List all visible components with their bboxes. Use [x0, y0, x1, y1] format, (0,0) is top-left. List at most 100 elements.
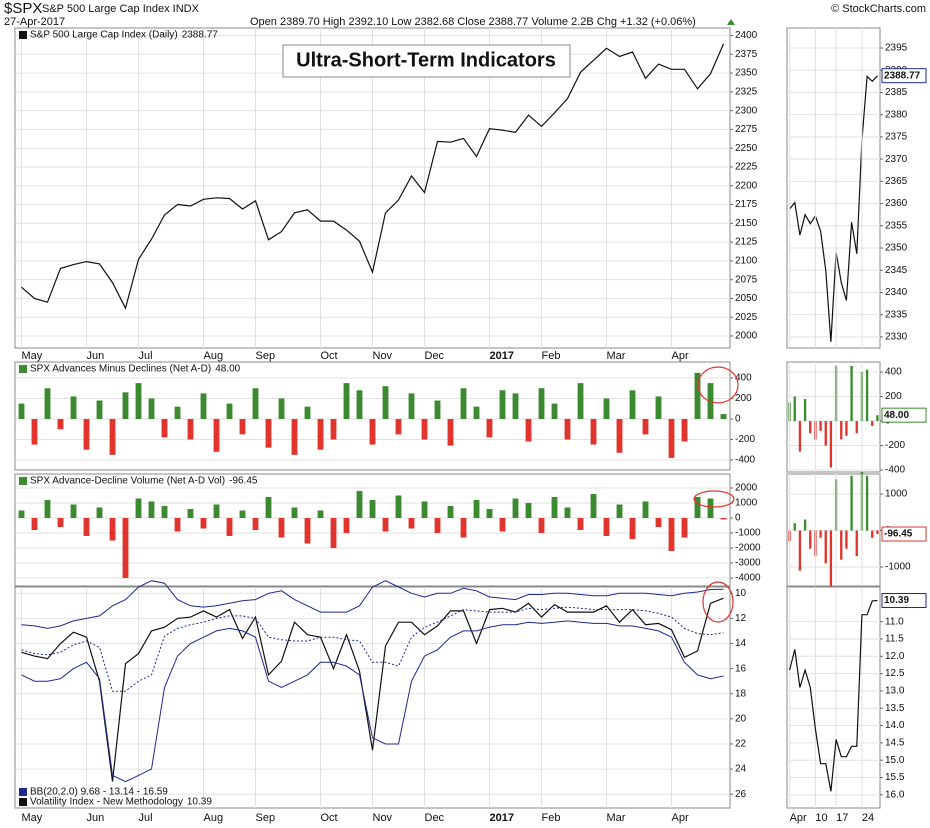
bar — [57, 517, 64, 527]
x-tick-label: Apr — [790, 812, 807, 824]
bar — [278, 517, 285, 538]
bar — [829, 530, 833, 589]
price-line — [789, 75, 878, 342]
y-tick-label: 2075 — [735, 274, 758, 285]
bar — [603, 517, 610, 537]
bar — [356, 490, 363, 518]
bar — [460, 517, 467, 538]
y-tick-label: 11.5 — [885, 634, 904, 645]
bar — [829, 421, 833, 468]
legend-title: S&P 500 Large Cap Index (Daily) — [30, 30, 178, 41]
bar — [18, 403, 25, 419]
bar — [96, 507, 103, 518]
bar — [655, 396, 662, 419]
y-tick-label: 24 — [735, 764, 747, 775]
y-tick-label: 2360 — [885, 198, 908, 209]
y-tick-label: 2380 — [885, 109, 908, 120]
bar — [187, 508, 194, 518]
bar — [845, 530, 848, 549]
bar — [356, 390, 363, 419]
bar — [330, 517, 337, 549]
bar — [681, 418, 688, 442]
plots: 2000202520502075210021252150217522002225… — [14, 27, 927, 824]
bar — [845, 421, 848, 436]
bar — [421, 418, 428, 440]
plot-area — [786, 361, 881, 473]
x-tick-label: Mar — [607, 350, 626, 362]
bar — [798, 421, 802, 452]
y-tick-label: 2100 — [735, 256, 758, 267]
y-tick-label: 200 — [885, 391, 902, 402]
bar — [161, 505, 168, 518]
y-tick-label: -200 — [885, 440, 905, 451]
bar — [819, 421, 822, 431]
bar — [148, 398, 155, 419]
symbol: $SPX — [4, 0, 42, 17]
bar — [512, 498, 519, 518]
bar — [304, 517, 311, 544]
up-arrow — [727, 19, 735, 25]
bar — [564, 418, 571, 440]
y-tick-label: 1000 — [735, 498, 758, 509]
bar — [642, 501, 649, 518]
bar — [590, 418, 597, 445]
y-tick-label: 14.0 — [885, 720, 905, 731]
bar — [855, 530, 858, 557]
price-line — [21, 597, 724, 782]
y-tick-label: 2250 — [735, 143, 758, 154]
bar — [577, 383, 584, 419]
legend-icon — [19, 365, 27, 373]
bar — [31, 517, 38, 530]
date: 27-Apr-2017 — [4, 16, 65, 28]
y-tick-label: 14.5 — [885, 738, 905, 749]
bar — [720, 414, 727, 419]
x-tick-label: May — [22, 812, 43, 824]
value-tag — [881, 68, 927, 84]
bar — [798, 530, 802, 571]
annotation-box — [282, 44, 571, 78]
value-tag-label: 2388.77 — [884, 70, 921, 81]
legend-value: 48.00 — [215, 364, 240, 375]
plot-area — [14, 361, 731, 471]
bar — [109, 418, 116, 455]
y-tick-label: 12 — [735, 613, 747, 624]
y-tick-label: 18 — [735, 688, 747, 699]
y-tick-label: 22 — [735, 739, 747, 750]
y-tick-label: 15.0 — [885, 755, 905, 766]
x-tick-label: Aug — [204, 812, 224, 824]
bar — [668, 418, 675, 458]
bar — [577, 517, 584, 530]
value-tag-label: 10.39 — [884, 595, 909, 606]
bar — [135, 498, 142, 518]
bar — [871, 421, 874, 426]
y-tick-label: 20 — [735, 713, 747, 724]
legend-value: 10.39 — [187, 797, 212, 808]
bar — [408, 393, 415, 419]
y-tick-label: -400 — [735, 455, 755, 466]
x-tick-label: Dec — [425, 812, 445, 824]
bar — [122, 517, 129, 579]
bar — [70, 504, 77, 518]
legend-icon — [19, 477, 27, 485]
bar — [486, 508, 493, 518]
bar — [317, 418, 324, 450]
bar — [70, 396, 77, 419]
y-tick-label: 2365 — [885, 176, 908, 187]
y-tick-label: 2300 — [735, 105, 758, 116]
bar — [681, 517, 688, 538]
bar — [876, 530, 879, 535]
bar — [213, 504, 220, 518]
x-tick-label: Jun — [87, 812, 105, 824]
bar — [551, 496, 558, 518]
bb-legend: BB(20,2.0) 9.68 - 13.14 - 16.59 — [30, 787, 168, 798]
bar — [291, 507, 298, 518]
bar — [434, 517, 441, 534]
bar — [564, 507, 571, 518]
legend-icon — [19, 788, 27, 796]
y-tick-label: 1000 — [885, 489, 908, 500]
bar — [18, 510, 25, 518]
x-tick-label: 2017 — [490, 350, 514, 362]
bar — [525, 418, 532, 442]
band-line — [21, 620, 724, 783]
y-tick-label: 2125 — [735, 237, 758, 248]
